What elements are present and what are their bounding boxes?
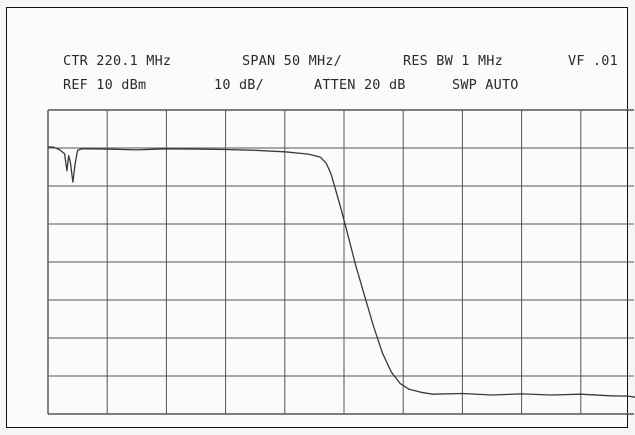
analyzer-printout [6, 7, 628, 428]
trace-line-0 [47, 146, 635, 398]
center-frequency: CTR 220.1 MHz [63, 53, 172, 69]
video-filter: VF .01 [568, 53, 618, 69]
graticule [47, 109, 634, 415]
trace-layer [47, 146, 635, 398]
vertical-scale: 10 dB/ [214, 77, 264, 93]
resolution-bandwidth: RES BW 1 MHz [403, 53, 503, 69]
attenuation: ATTEN 20 dB [314, 77, 406, 93]
sweep-mode: SWP AUTO [452, 77, 519, 93]
reference-level: REF 10 dBm [63, 77, 147, 93]
span-setting: SPAN 50 MHz/ [242, 53, 342, 69]
